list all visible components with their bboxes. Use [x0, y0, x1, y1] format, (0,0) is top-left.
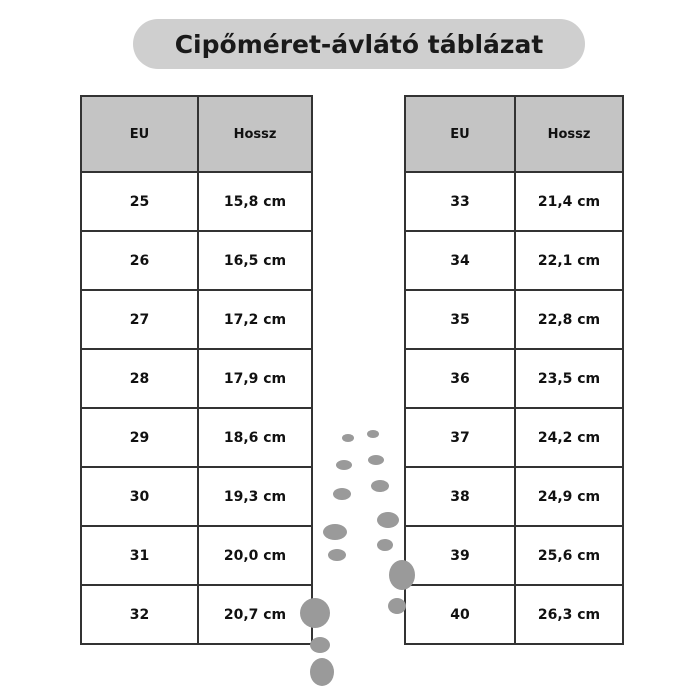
row: 37 24,2 cm — [404, 407, 624, 468]
size-table: EU Hossz 25 15,8 cm 26 16,5 cm 27 17,2 cm 28 17,9… — [80, 95, 313, 645]
foot-length: 17,2 cm — [197, 289, 313, 350]
eu-size: 36 — [404, 348, 516, 409]
foot-length: 15,8 cm — [197, 171, 313, 232]
footprints — [300, 430, 415, 686]
eu-size: 31 — [80, 525, 199, 586]
row: 29 18,6 cm — [80, 407, 313, 468]
foot-length: 18,6 cm — [197, 407, 313, 468]
eu-size: 33 — [404, 171, 516, 232]
eu-size: 27 — [80, 289, 199, 350]
eu-size: 30 — [80, 466, 199, 527]
foot-length: 21,4 cm — [514, 171, 624, 232]
eu-size: 29 — [80, 407, 199, 468]
foot-length: 17,9 cm — [197, 348, 313, 409]
row: 27 17,2 cm — [80, 289, 313, 350]
foot-length: 24,9 cm — [514, 466, 624, 527]
eu-size: 32 — [80, 584, 199, 645]
foot-length: 19,3 cm — [197, 466, 313, 527]
row: 34 22,1 cm — [404, 230, 624, 291]
row: 36 23,5 cm — [404, 348, 624, 409]
foot-length: 22,1 cm — [514, 230, 624, 291]
row: 25 15,8 cm — [80, 171, 313, 232]
foot-length: 23,5 cm — [514, 348, 624, 409]
eu-size: 37 — [404, 407, 516, 468]
eu-size: 39 — [404, 525, 516, 586]
eu-size: 28 — [80, 348, 199, 409]
eu-size: 34 — [404, 230, 516, 291]
foot-length: 25,6 cm — [514, 525, 624, 586]
foot-length: 20,7 cm — [197, 584, 313, 645]
row: 38 24,9 cm — [404, 466, 624, 527]
foot-length: 26,3 cm — [514, 584, 624, 645]
row: 32 20,7 cm — [80, 584, 313, 645]
eu-size: 25 — [80, 171, 199, 232]
size-table: EU Hossz 33 21,4 cm 34 22,1 cm 35 22,8 cm 36 23,5… — [404, 95, 624, 645]
column-header: EU — [80, 95, 199, 173]
row: 35 22,8 cm — [404, 289, 624, 350]
column-header: Hossz — [197, 95, 313, 173]
foot-length: 24,2 cm — [514, 407, 624, 468]
row: 33 21,4 cm — [404, 171, 624, 232]
row: 39 25,6 cm — [404, 525, 624, 586]
row: 26 16,5 cm — [80, 230, 313, 291]
title: Cipőméret-ávlátó táblázat — [133, 19, 585, 69]
row: 28 17,9 cm — [80, 348, 313, 409]
foot-length: 20,0 cm — [197, 525, 313, 586]
header-row: EU Hossz — [80, 95, 313, 173]
row: 40 26,3 cm — [404, 584, 624, 645]
foot-length: 22,8 cm — [514, 289, 624, 350]
eu-size: 38 — [404, 466, 516, 527]
eu-size: 26 — [80, 230, 199, 291]
column-header: Hossz — [514, 95, 624, 173]
header-row: EU Hossz — [404, 95, 624, 173]
eu-size: 40 — [404, 584, 516, 645]
foot-length: 16,5 cm — [197, 230, 313, 291]
row: 31 20,0 cm — [80, 525, 313, 586]
column-header: EU — [404, 95, 516, 173]
row: 30 19,3 cm — [80, 466, 313, 527]
eu-size: 35 — [404, 289, 516, 350]
